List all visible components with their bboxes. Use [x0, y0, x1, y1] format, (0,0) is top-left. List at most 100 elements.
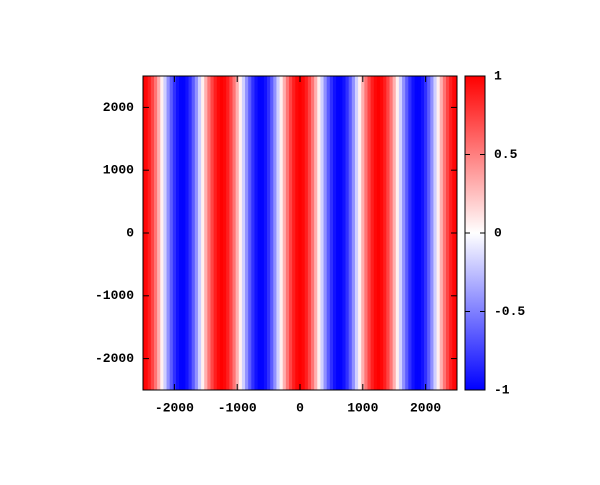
- heatmap-cell: [414, 76, 419, 390]
- heatmap-cell: [332, 76, 337, 390]
- heatmap-cell: [395, 76, 400, 390]
- heatmap-cell: [373, 76, 378, 390]
- heatmap-cell: [179, 76, 183, 390]
- heatmap-cell: [383, 76, 387, 390]
- heatmap-cell: [245, 76, 249, 390]
- colorbar-tick-label: 1: [494, 68, 502, 83]
- colorbar-tick-label: 0: [494, 225, 502, 240]
- colorbar-tick-label: -0.5: [494, 304, 525, 319]
- y-tick-label: -1000: [95, 288, 134, 303]
- heatmap-cell: [310, 76, 315, 390]
- heatmap-cell: [402, 76, 406, 390]
- heatmap-cell: [175, 76, 180, 390]
- x-tick-label: -1000: [218, 400, 257, 415]
- heatmap-cell: [194, 76, 199, 390]
- heatmap-cell: [238, 76, 243, 390]
- heatmap-cell: [304, 76, 309, 390]
- heatmap-cell: [354, 76, 359, 390]
- heatmap-cell: [254, 76, 259, 390]
- heatmap-cell: [430, 76, 435, 390]
- heatmap-cell: [417, 76, 422, 390]
- heatmap-cell: [251, 76, 256, 390]
- heatmap-cell: [185, 76, 190, 390]
- heatmap-cell: [439, 76, 444, 390]
- heatmap-cell: [226, 76, 230, 390]
- heatmap-cell: [188, 76, 193, 390]
- heatmap-cell: [276, 76, 281, 390]
- heatmap-cell: [172, 76, 177, 390]
- heatmap-cell: [267, 76, 271, 390]
- heatmap-cell: [317, 76, 322, 390]
- heatmap-cell: [219, 76, 224, 390]
- heatmap-cell: [398, 76, 403, 390]
- heatmap-cell: [235, 76, 240, 390]
- heatmap-cell: [147, 76, 152, 390]
- heatmap-cell: [411, 76, 416, 390]
- y-tick-label: 1000: [103, 163, 134, 178]
- heatmap-cell: [436, 76, 441, 390]
- heatmap-cell: [157, 76, 161, 390]
- heatmap-cell: [298, 76, 303, 390]
- heatmap-cell: [207, 76, 212, 390]
- x-tick-label: 0: [296, 400, 304, 415]
- heatmap-cell: [197, 76, 202, 390]
- heatmap-cell: [405, 76, 409, 390]
- heatmap-cell: [169, 76, 174, 390]
- heatmap-cell: [408, 76, 413, 390]
- heatmap-cell: [270, 76, 274, 390]
- y-tick-label: -2000: [95, 351, 134, 366]
- heatmap-cell: [329, 76, 334, 390]
- heatmap-cell: [323, 76, 328, 390]
- heatmap-cell: [364, 76, 369, 390]
- heatmap-cell: [248, 76, 252, 390]
- heatmap-cell: [160, 76, 165, 390]
- x-tick-label: -2000: [155, 400, 194, 415]
- heatmap-cell: [348, 76, 353, 390]
- heatmap-cell: [345, 76, 350, 390]
- heatmap-cell: [232, 76, 237, 390]
- heatmap-cell: [210, 76, 215, 390]
- heatmap-cell: [380, 76, 384, 390]
- heatmap-cell: [257, 76, 262, 390]
- heatmap-cell: [285, 76, 290, 390]
- heatmap-cell: [204, 76, 208, 390]
- heatmap-cell: [153, 76, 158, 390]
- heatmap-cell: [446, 76, 450, 390]
- heatmap-cell: [307, 76, 312, 390]
- heatmap-cell: [320, 76, 325, 390]
- heatmap-cell: [289, 76, 293, 390]
- heatmap-cell: [163, 76, 168, 390]
- heatmap-cell: [191, 76, 196, 390]
- heatmap-cell: [442, 76, 447, 390]
- heatmap-cell: [150, 76, 155, 390]
- heatmap-cell: [420, 76, 425, 390]
- heatmap-cell: [241, 76, 246, 390]
- heatmap-cell: [361, 76, 365, 390]
- colorbar-tick-label: 0.5: [494, 147, 518, 162]
- heatmap-cell: [389, 76, 394, 390]
- heatmap-cell: [279, 76, 284, 390]
- heatmap-cell: [314, 76, 318, 390]
- heatmap-cell: [201, 76, 205, 390]
- heatmap-cell: [386, 76, 391, 390]
- heatmap-cell: [424, 76, 428, 390]
- heatmap: [143, 76, 457, 390]
- heatmap-cell: [326, 76, 331, 390]
- heatmap-cell: [216, 76, 221, 390]
- heatmap-cell: [392, 76, 397, 390]
- y-tick-label: 2000: [103, 100, 134, 115]
- colorbar-tick-label: -1: [494, 382, 510, 397]
- heatmap-cell: [229, 76, 234, 390]
- heatmap-cell: [427, 76, 431, 390]
- heatmap-cell: [433, 76, 438, 390]
- heatmap-cell: [263, 76, 268, 390]
- heatmap-cell: [295, 76, 300, 390]
- heatmap-cell: [182, 76, 186, 390]
- heatmap-cell: [166, 76, 171, 390]
- heatmap-cell: [376, 76, 381, 390]
- x-tick-label: 2000: [410, 400, 441, 415]
- heatmap-cell: [367, 76, 372, 390]
- y-tick-label: 0: [126, 225, 134, 240]
- heatmap-cell: [358, 76, 362, 390]
